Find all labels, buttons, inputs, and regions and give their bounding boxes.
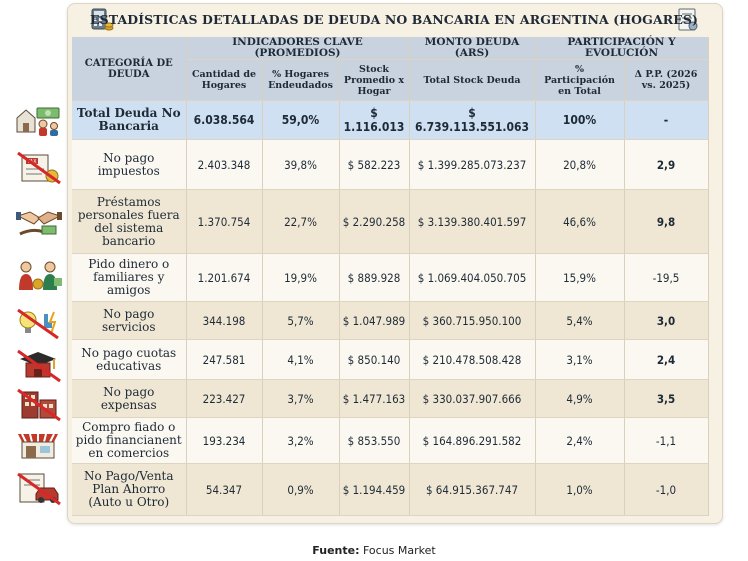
no-education-icon [17,349,61,383]
header-group-amount: MONTO DEUDA (ARS) [409,37,536,60]
row-category: No pago cuotas educativas [72,339,187,380]
row-avg-stock: $ 1.194.459 [339,463,410,516]
row-share: 5,4% [535,301,625,340]
table-row: Compro fiado o pido financianent en come… [72,417,709,464]
row-pct-households: 0,9% [262,463,340,516]
row-delta: 2,9 [624,139,709,190]
row-households: 54.347 [186,463,263,516]
source-label: Fuente: [312,544,360,557]
row-share: 4,9% [535,379,625,418]
source-footer: Fuente: Focus Market [0,544,748,557]
row-pct-households: 5,7% [262,301,340,340]
row-total-stock: $ 360.715.950.100 [409,301,536,340]
row-share: 15,9% [535,253,625,302]
money-house-family-icon [16,107,60,136]
row-share: 2,4% [535,417,625,464]
document-report-icon [678,8,698,31]
table-row: No Pago/Venta Plan Ahorro (Auto u Otro) … [72,463,709,516]
row-households: 223.427 [186,379,263,418]
row-avg-stock: $ 889.928 [339,253,410,302]
page-title: ESTADÍSTICAS DETALLADAS DE DEUDA NO BANC… [90,12,698,27]
row-delta: 3,0 [624,301,709,340]
calculator-coins-icon [91,8,114,31]
row-share: 1,0% [535,463,625,516]
row-total-stock: $ 6.739.113.551.063 [409,100,536,140]
header-households: Cantidad de Hogares [186,59,263,101]
debt-stats-table: CATEGORÍA DE DEUDA INDICADORES CLAVE (PR… [72,37,709,516]
table-row: No pago servicios 344.198 5,7% $ 1.047.9… [72,301,709,340]
row-delta: 2,4 [624,339,709,380]
row-households: 1.370.754 [186,189,263,254]
row-share: 46,6% [535,189,625,254]
table-row: Préstamos personales fuera del sistema b… [72,189,709,254]
row-avg-stock: $ 582.223 [339,139,410,190]
row-pct-households: 3,7% [262,379,340,418]
table-row-total: Total Deuda No Bancaria 6.038.564 59,0% … [72,100,709,140]
row-pct-households: 22,7% [262,189,340,254]
row-category: No pago servicios [72,301,187,340]
row-total-stock: $ 330.037.907.666 [409,379,536,418]
row-category: Total Deuda No Bancaria [72,100,187,140]
row-avg-stock: $ 1.477.163 [339,379,410,418]
row-avg-stock: $ 853.550 [339,417,410,464]
header-group-share: PARTICIPACIÓN Y EVOLUCIÓN [535,37,709,60]
no-car-plan-icon [17,472,61,506]
row-category: No pago expensas [72,379,187,418]
header-group-indicators: INDICADORES CLAVE (PROMEDIOS) [186,37,410,60]
row-category: Compro fiado o pido financianent en come… [72,417,187,464]
header-pct-households: % Hogares Endeudados [262,59,340,101]
row-share: 100% [535,100,625,140]
no-tax-icon: TAX [17,151,61,185]
row-total-stock: $ 164.896.291.582 [409,417,536,464]
row-households: 2.403.348 [186,139,263,190]
row-total-stock: $ 64.915.367.747 [409,463,536,516]
row-pct-households: 3,2% [262,417,340,464]
row-category: No Pago/Venta Plan Ahorro (Auto u Otro) [72,463,187,516]
row-total-stock: $ 210.478.508.428 [409,339,536,380]
row-households: 247.581 [186,339,263,380]
row-delta: -1,1 [624,417,709,464]
row-pct-households: 39,8% [262,139,340,190]
table-row: Pido dinero o familiares y amigos 1.201.… [72,253,709,302]
table-row: No pago expensas 223.427 3,7% $ 1.477.16… [72,379,709,418]
row-total-stock: $ 3.139.380.401.597 [409,189,536,254]
family-money-icon [19,261,62,290]
header-delta: Δ P.P. (2026 vs. 2025) [624,59,709,101]
row-pct-households: 19,9% [262,253,340,302]
row-households: 1.201.674 [186,253,263,302]
row-category: No pago impuestos [72,139,187,190]
row-category: Pido dinero o familiares y amigos [72,253,187,302]
header-total-stock: Total Stock Deuda [409,59,536,101]
row-avg-stock: $ 1.116.013 [339,100,410,140]
row-total-stock: $ 1.399.285.073.237 [409,139,536,190]
store-credit-icon [18,433,58,459]
source-name: Focus Market [362,544,436,557]
row-households: 344.198 [186,301,263,340]
row-households: 193.234 [186,417,263,464]
row-delta: 9,8 [624,189,709,254]
header-share: % Participación en Total [535,59,625,101]
row-delta: - [624,100,709,140]
table-row: No pago cuotas educativas 247.581 4,1% $… [72,339,709,380]
row-category: Préstamos personales fuera del sistema b… [72,189,187,254]
row-total-stock: $ 1.069.404.050.705 [409,253,536,302]
header-avg-stock: Stock Promedio x Hogar [339,59,410,101]
row-avg-stock: $ 850.140 [339,339,410,380]
row-delta: -19,5 [624,253,709,302]
no-utilities-icon [17,308,59,340]
row-share: 3,1% [535,339,625,380]
no-building-fees-icon [17,388,61,422]
header-category: CATEGORÍA DE DEUDA [72,37,187,101]
row-delta: 3,5 [624,379,709,418]
row-households: 6.038.564 [186,100,263,140]
row-pct-households: 4,1% [262,339,340,380]
row-pct-households: 59,0% [262,100,340,140]
table-row: No pago impuestos 2.403.348 39,8% $ 582.… [72,139,709,190]
row-delta: -1,0 [624,463,709,516]
handshake-loan-icon [16,211,62,236]
row-avg-stock: $ 1.047.989 [339,301,410,340]
row-share: 20,8% [535,139,625,190]
row-avg-stock: $ 2.290.258 [339,189,410,254]
